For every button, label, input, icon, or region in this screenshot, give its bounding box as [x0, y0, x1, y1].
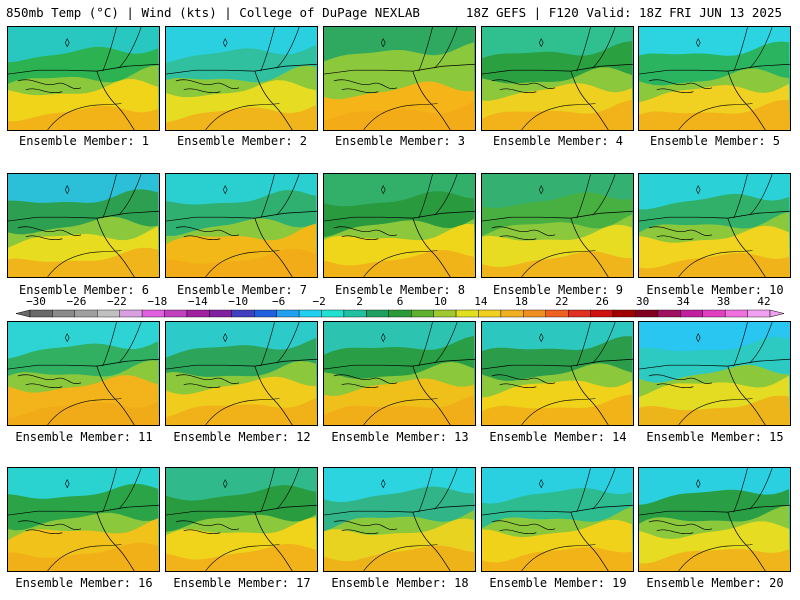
ensemble-member-map: [7, 467, 160, 572]
color-scale-tick-label: −6: [272, 295, 286, 308]
temperature-field-map: [639, 174, 790, 277]
temperature-field-map: [324, 322, 475, 425]
ensemble-member-label: Ensemble Member: 16: [15, 576, 153, 590]
ensemble-member-map: [165, 173, 318, 278]
temperature-field-map: [324, 174, 475, 277]
ensemble-member-map: [323, 321, 476, 426]
temperature-field-map: [324, 468, 475, 571]
ensemble-member-label: Ensemble Member: 1: [18, 134, 150, 148]
ensemble-member-label: Ensemble Member: 15: [646, 430, 784, 444]
ensemble-member-map: [638, 173, 791, 278]
temperature-field-map: [8, 322, 159, 425]
temperature-field-map: [166, 27, 317, 130]
ensemble-member-map: [638, 467, 791, 572]
ensemble-member-label: Ensemble Member: 11: [15, 430, 153, 444]
ensemble-member-map: [481, 321, 634, 426]
ensemble-member-label: Ensemble Member: 3: [334, 134, 466, 148]
color-scale-bar: [15, 309, 785, 318]
temperature-field-map: [8, 27, 159, 130]
temperature-field-map: [482, 27, 633, 130]
temperature-field-map: [639, 322, 790, 425]
ensemble-member-label: Ensemble Member: 8: [334, 283, 466, 297]
ensemble-member-label: Ensemble Member: 6: [18, 283, 150, 297]
color-scale-tick-label: 10: [433, 295, 448, 308]
ensemble-member-label: Ensemble Member: 13: [331, 430, 469, 444]
ensemble-member-label: Ensemble Member: 17: [173, 576, 311, 590]
color-scale-tick-label: −2: [312, 295, 326, 308]
ensemble-member-map: [165, 467, 318, 572]
temperature-field-map: [8, 174, 159, 277]
ensemble-member-map: [323, 173, 476, 278]
map-header-title: 850mb Temp (°C) | Wind (kts) | College o…: [6, 5, 420, 20]
ensemble-member-label: Ensemble Member: 7: [176, 283, 308, 297]
color-scale-tick-label: 30: [636, 295, 650, 308]
temperature-field-map: [639, 27, 790, 130]
ensemble-member-map: [323, 467, 476, 572]
color-scale-tick-label: 18: [514, 295, 528, 308]
map-header-valid-time: 18Z GEFS | F120 Valid: 18Z FRI JUN 13 20…: [465, 5, 782, 20]
temperature-field-map: [166, 174, 317, 277]
ensemble-member-map: [481, 467, 634, 572]
ensemble-member-map: [165, 321, 318, 426]
color-scale-tick-label: −30: [26, 295, 46, 308]
ensemble-member-map: [323, 26, 476, 131]
temperature-field-map: [8, 468, 159, 571]
ensemble-member-label: Ensemble Member: 2: [176, 134, 308, 148]
color-scale-tick-label: −18: [147, 295, 168, 308]
ensemble-member-label: Ensemble Member: 12: [173, 430, 311, 444]
ensemble-member-label: Ensemble Member: 9: [492, 283, 624, 297]
ensemble-member-label: Ensemble Member: 4: [492, 134, 624, 148]
ensemble-member-map: [638, 26, 791, 131]
temperature-field-map: [482, 174, 633, 277]
temperature-field-map: [166, 322, 317, 425]
ensemble-member-map: [165, 26, 318, 131]
color-scale-tick-label: −10: [228, 295, 249, 308]
ensemble-member-map: [481, 26, 634, 131]
color-scale-tick-label: 2: [356, 295, 363, 308]
ensemble-member-map: [7, 173, 160, 278]
color-scale-tick-label: 34: [676, 295, 690, 308]
temperature-color-scale: [0, 296, 800, 320]
ensemble-member-label: Ensemble Member: 10: [646, 283, 784, 297]
color-scale-tick-label: 38: [716, 295, 731, 308]
ensemble-member-label: Ensemble Member: 20: [646, 576, 784, 590]
color-scale-tick-label: 6: [396, 295, 404, 308]
color-scale-tick-label: −26: [66, 295, 87, 308]
ensemble-member-map: [7, 26, 160, 131]
temperature-field-map: [639, 468, 790, 571]
ensemble-member-label: Ensemble Member: 14: [489, 430, 627, 444]
color-scale-tick-label: 26: [595, 295, 609, 308]
color-scale-tick-label: 14: [474, 295, 488, 308]
ensemble-member-label: Ensemble Member: 19: [489, 576, 627, 590]
temperature-field-map: [324, 27, 475, 130]
ensemble-member-label: Ensemble Member: 18: [331, 576, 469, 590]
temperature-field-map: [482, 322, 633, 425]
ensemble-member-map: [638, 321, 791, 426]
color-scale-tick-label: 42: [757, 295, 771, 308]
color-scale-tick-label: 22: [555, 295, 569, 308]
temperature-field-map: [482, 468, 633, 571]
color-scale-tick-label: −14: [187, 295, 208, 308]
ensemble-member-map: [481, 173, 634, 278]
ensemble-member-label: Ensemble Member: 5: [649, 134, 781, 148]
ensemble-member-map: [7, 321, 160, 426]
color-scale-tick-label: −22: [106, 295, 127, 308]
temperature-field-map: [166, 468, 317, 571]
